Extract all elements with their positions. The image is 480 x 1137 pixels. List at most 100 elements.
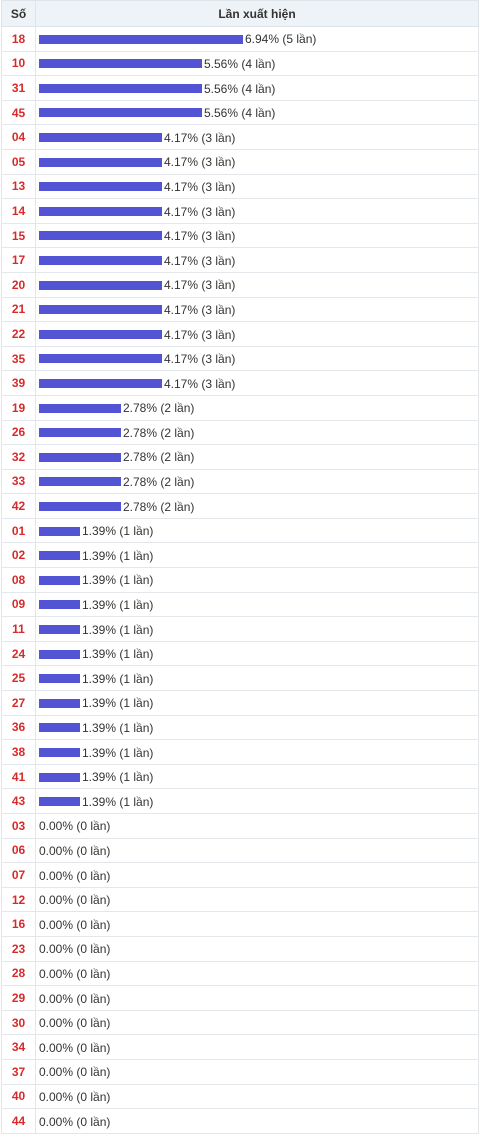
frequency-bar <box>39 329 162 339</box>
frequency-bar <box>39 157 162 167</box>
frequency-label: 0.00% (0 lần) <box>39 917 111 932</box>
frequency-label: 1.39% (1 lần) <box>82 770 154 785</box>
frequency-label: 5.56% (4 lần) <box>204 81 276 96</box>
row-number: 18 <box>1 26 36 52</box>
row-number: 21 <box>1 296 36 323</box>
table-row: 02 1.39% (1 lần) <box>1 542 479 569</box>
number-column-header: Số <box>1 0 36 27</box>
table-row: 21 4.17% (3 lần) <box>1 296 479 323</box>
bar-cell: 1.39% (1 lần) <box>35 763 479 790</box>
table-row: 38 1.39% (1 lần) <box>1 739 479 765</box>
bar-cell: 0.00% (0 lần) <box>35 1108 479 1134</box>
table-row: 13 4.17% (3 lần) <box>1 173 479 200</box>
table-row: 05 4.17% (3 lần) <box>1 148 479 175</box>
row-number: 33 <box>1 468 36 495</box>
bar-cell: 4.17% (3 lần) <box>35 173 479 200</box>
table-row: 15 4.17% (3 lần) <box>1 222 479 249</box>
row-number: 17 <box>1 247 36 273</box>
row-number: 45 <box>1 99 36 126</box>
row-number: 07 <box>1 862 36 888</box>
bar-cell: 0.00% (0 lần) <box>35 837 479 864</box>
row-number: 09 <box>1 591 36 618</box>
frequency-label: 1.39% (1 lần) <box>82 794 154 809</box>
row-number: 40 <box>1 1083 36 1110</box>
table-row: 30 0.00% (0 lần) <box>1 1009 479 1036</box>
frequency-label: 0.00% (0 lần) <box>39 1040 111 1055</box>
table-row: 11 1.39% (1 lần) <box>1 616 479 642</box>
frequency-label: 1.39% (1 lần) <box>82 597 154 612</box>
bar-cell: 4.17% (3 lần) <box>35 296 479 323</box>
table-row: 10 5.56% (4 lần) <box>1 50 479 77</box>
frequency-label: 0.00% (0 lần) <box>39 942 111 957</box>
row-number: 10 <box>1 50 36 77</box>
frequency-bar <box>39 452 121 462</box>
bar-cell: 0.00% (0 lần) <box>35 935 479 962</box>
frequency-label: 2.78% (2 lần) <box>123 401 195 416</box>
bar-cell: 1.39% (1 lần) <box>35 714 479 741</box>
table-row: 14 4.17% (3 lần) <box>1 198 479 224</box>
row-number: 25 <box>1 665 36 692</box>
table-row: 45 5.56% (4 lần) <box>1 99 479 126</box>
row-number: 38 <box>1 739 36 765</box>
frequency-bar <box>39 133 162 143</box>
frequency-bar <box>39 551 80 561</box>
table-row: 44 0.00% (0 lần) <box>1 1108 479 1134</box>
table-row: 41 1.39% (1 lần) <box>1 763 479 790</box>
table-row: 43 1.39% (1 lần) <box>1 788 479 814</box>
bar-cell: 4.17% (3 lần) <box>35 271 479 298</box>
table-row: 24 1.39% (1 lần) <box>1 640 479 667</box>
frequency-bar <box>39 477 121 487</box>
row-number: 44 <box>1 1108 36 1134</box>
row-number: 16 <box>1 911 36 937</box>
frequency-bar <box>39 723 80 733</box>
bar-cell: 2.78% (2 lần) <box>35 468 479 495</box>
frequency-label: 4.17% (3 lần) <box>164 204 236 219</box>
bar-cell: 4.17% (3 lần) <box>35 198 479 224</box>
row-number: 41 <box>1 763 36 790</box>
bar-cell: 1.39% (1 lần) <box>35 690 479 716</box>
row-number: 39 <box>1 370 36 396</box>
bar-cell: 0.00% (0 lần) <box>35 862 479 888</box>
table-row: 18 6.94% (5 lần) <box>1 26 479 52</box>
row-number: 08 <box>1 567 36 593</box>
frequency-label: 4.17% (3 lần) <box>164 376 236 391</box>
row-number: 35 <box>1 345 36 372</box>
bar-cell: 2.78% (2 lần) <box>35 394 479 421</box>
row-number: 28 <box>1 960 36 987</box>
frequency-bar <box>39 501 121 511</box>
bar-cell: 0.00% (0 lần) <box>35 1058 479 1085</box>
frequency-label: 4.17% (3 lần) <box>164 278 236 293</box>
row-number: 42 <box>1 493 36 519</box>
row-number: 27 <box>1 690 36 716</box>
bar-cell: 4.17% (3 lần) <box>35 321 479 347</box>
frequency-bar <box>39 256 162 266</box>
table-row: 06 0.00% (0 lần) <box>1 837 479 864</box>
frequency-label: 2.78% (2 lần) <box>123 474 195 489</box>
row-number: 36 <box>1 714 36 741</box>
bar-cell: 4.17% (3 lần) <box>35 345 479 372</box>
bar-cell: 0.00% (0 lần) <box>35 886 479 913</box>
frequency-label: 4.17% (3 lần) <box>164 130 236 145</box>
frequency-label: 0.00% (0 lần) <box>39 1114 111 1129</box>
frequency-bar <box>39 624 80 634</box>
frequency-label: 1.39% (1 lần) <box>82 720 154 735</box>
row-number: 34 <box>1 1034 36 1060</box>
table-row: 42 2.78% (2 lần) <box>1 493 479 519</box>
frequency-bar <box>39 575 80 585</box>
table-row: 27 1.39% (1 lần) <box>1 690 479 716</box>
frequency-label: 4.17% (3 lần) <box>164 155 236 170</box>
bar-cell: 4.17% (3 lần) <box>35 370 479 396</box>
row-number: 05 <box>1 148 36 175</box>
bar-cell: 6.94% (5 lần) <box>35 26 479 52</box>
bar-cell: 0.00% (0 lần) <box>35 813 479 839</box>
bar-cell: 0.00% (0 lần) <box>35 1083 479 1110</box>
row-number: 26 <box>1 419 36 446</box>
bar-cell: 0.00% (0 lần) <box>35 1034 479 1060</box>
table-row: 26 2.78% (2 lần) <box>1 419 479 446</box>
bar-cell: 1.39% (1 lần) <box>35 616 479 642</box>
bar-cell: 1.39% (1 lần) <box>35 788 479 814</box>
table-row: 32 2.78% (2 lần) <box>1 444 479 470</box>
table-row: 35 4.17% (3 lần) <box>1 345 479 372</box>
row-number: 19 <box>1 394 36 421</box>
frequency-label: 0.00% (0 lần) <box>39 1089 111 1104</box>
